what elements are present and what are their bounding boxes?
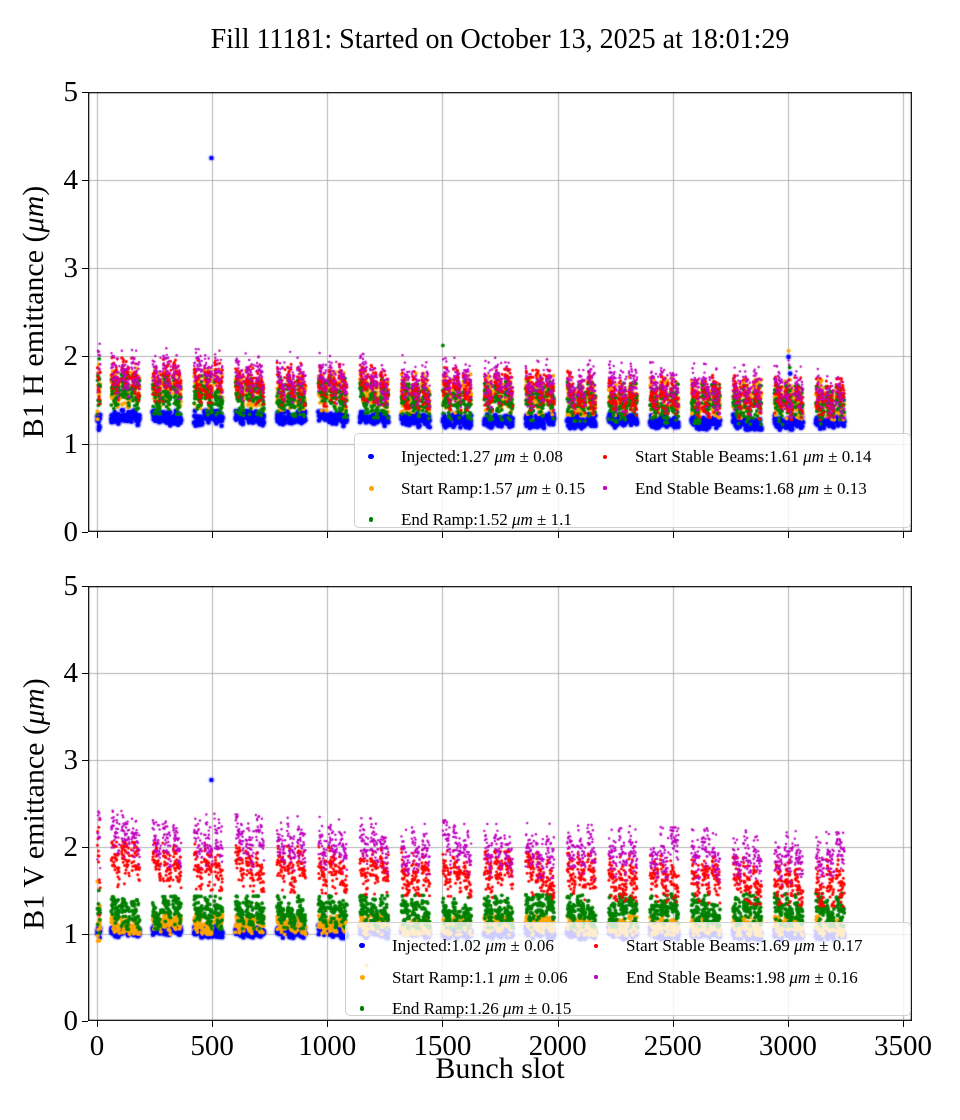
y-tick-label: 4 (63, 657, 79, 689)
y-tick-mark (82, 268, 88, 270)
legend-label: Injected:1.27 μm ± 0.08 (400, 447, 563, 466)
plot-b1v-legend: Injected:1.02 μm ± 0.06 Start Ramp:1.1 μm… (345, 922, 911, 1017)
x-tick-mark (788, 532, 790, 538)
legend-label: Start Ramp:1.57 μm ± 0.15 (401, 478, 586, 498)
x-tick-label: 1000 (298, 1030, 357, 1062)
y-tick-mark (82, 356, 88, 358)
x-tick-mark (903, 1021, 905, 1027)
x-tick-mark (327, 1021, 329, 1027)
legend-marker-end_ramp-icon (368, 517, 374, 522)
legend-label: End Stable Beams:1.98 μm ± 0.16 (625, 967, 858, 987)
x-tick-label: 3500 (874, 1030, 933, 1062)
plot-b1v-y-axis-label: B1 V emittance (μm) (17, 677, 50, 930)
figure-title: Fill 11181: Started on October 13, 2025 … (210, 24, 790, 55)
x-tick-mark (558, 1021, 560, 1027)
legend-marker-start_stable-icon (594, 943, 598, 948)
legend-label: End Ramp:1.52 μm ± 1.1 (400, 510, 572, 529)
y-tick-label: 2 (63, 340, 79, 372)
legend-item-start_ramp: Start Ramp:1.57 μm ± 0.15 (359, 473, 585, 504)
y-tick-label: 2 (63, 831, 79, 863)
y-tick-label: 5 (63, 570, 79, 602)
y-tick-label: 3 (63, 744, 79, 776)
x-tick-label: 0 (89, 1030, 105, 1062)
x-tick-mark (327, 532, 329, 538)
x-tick-mark (903, 532, 905, 538)
x-tick-label: 3000 (758, 1030, 817, 1062)
legend-item-start_ramp: Start Ramp:1.1 μm ± 0.06 (350, 962, 568, 993)
x-tick-mark (788, 1021, 790, 1027)
plot-b1h-y-axis-label: B1 H emittance (μm) (17, 185, 50, 439)
legend-label: Start Stable Beams:1.69 μm ± 0.17 (626, 936, 863, 955)
legend-item-injected: Injected:1.02 μm ± 0.06 (350, 930, 554, 961)
legend-marker-end_ramp-icon (359, 1006, 365, 1011)
x-tick-label: 2000 (528, 1030, 587, 1062)
y-tick-label: 0 (63, 1005, 79, 1037)
plot-b1h-axes: Injected:1.27 μm ± 0.08 Start Ramp:1.57 μ… (88, 92, 912, 532)
legend-item-end_ramp: End Ramp:1.26 μm ± 0.15 (350, 993, 571, 1024)
legend-label: Injected:1.02 μm ± 0.06 (391, 936, 554, 955)
x-tick-mark (97, 532, 99, 538)
x-tick-label: 500 (190, 1030, 234, 1062)
legend-item-end_ramp: End Ramp:1.52 μm ± 1.1 (359, 504, 572, 535)
x-axis-label: Bunch slot (435, 1052, 565, 1085)
y-tick-mark (82, 586, 88, 588)
y-tick-label: 5 (63, 76, 79, 108)
y-tick-mark (82, 760, 88, 762)
x-tick-mark (442, 532, 444, 538)
x-tick-mark (212, 1021, 214, 1027)
y-tick-mark (82, 180, 88, 182)
x-tick-mark (442, 1021, 444, 1027)
x-tick-mark (673, 532, 675, 538)
legend-label: Start Stable Beams:1.61 μm ± 0.14 (635, 447, 872, 466)
legend-marker-start_ramp-icon (368, 485, 374, 491)
legend-marker-end_stable-icon (603, 486, 607, 490)
x-tick-label: 1500 (413, 1030, 472, 1062)
legend-item-start_stable: Start Stable Beams:1.69 μm ± 0.17 (584, 930, 863, 961)
plot-b1v-axes: Injected:1.02 μm ± 0.06 Start Ramp:1.1 μm… (88, 586, 912, 1021)
legend-item-end_stable: End Stable Beams:1.68 μm ± 0.13 (593, 473, 867, 504)
y-tick-label: 3 (63, 252, 79, 284)
y-tick-mark (82, 934, 88, 936)
legend-label: End Ramp:1.26 μm ± 0.15 (391, 999, 572, 1018)
legend-item-start_stable: Start Stable Beams:1.61 μm ± 0.14 (593, 441, 872, 472)
x-tick-mark (673, 1021, 675, 1027)
y-tick-mark (82, 444, 88, 446)
y-tick-label: 1 (63, 428, 79, 460)
y-tick-mark (82, 92, 88, 94)
y-tick-mark (82, 532, 88, 534)
x-tick-mark (97, 1021, 99, 1027)
legend-item-injected: Injected:1.27 μm ± 0.08 (359, 441, 563, 472)
x-tick-mark (212, 532, 214, 538)
x-tick-label: 2500 (643, 1030, 702, 1062)
x-tick-mark (558, 532, 560, 538)
legend-marker-end_stable-icon (594, 975, 598, 979)
y-tick-label: 0 (63, 516, 79, 548)
y-tick-mark (82, 673, 88, 675)
legend-marker-start_ramp-icon (359, 974, 365, 980)
legend-marker-start_stable-icon (603, 454, 607, 459)
y-tick-mark (82, 847, 88, 849)
legend-label: Start Ramp:1.1 μm ± 0.06 (392, 967, 568, 987)
y-tick-label: 4 (63, 164, 79, 196)
y-tick-mark (82, 1021, 88, 1023)
legend-label: End Stable Beams:1.68 μm ± 0.13 (634, 478, 867, 498)
legend-item-end_stable: End Stable Beams:1.98 μm ± 0.16 (584, 962, 858, 993)
y-tick-label: 1 (63, 918, 79, 950)
legend-marker-injected-icon (368, 453, 374, 460)
plot-b1h-legend: Injected:1.27 μm ± 0.08 Start Ramp:1.57 μ… (354, 433, 911, 528)
legend-marker-injected-icon (359, 942, 365, 949)
